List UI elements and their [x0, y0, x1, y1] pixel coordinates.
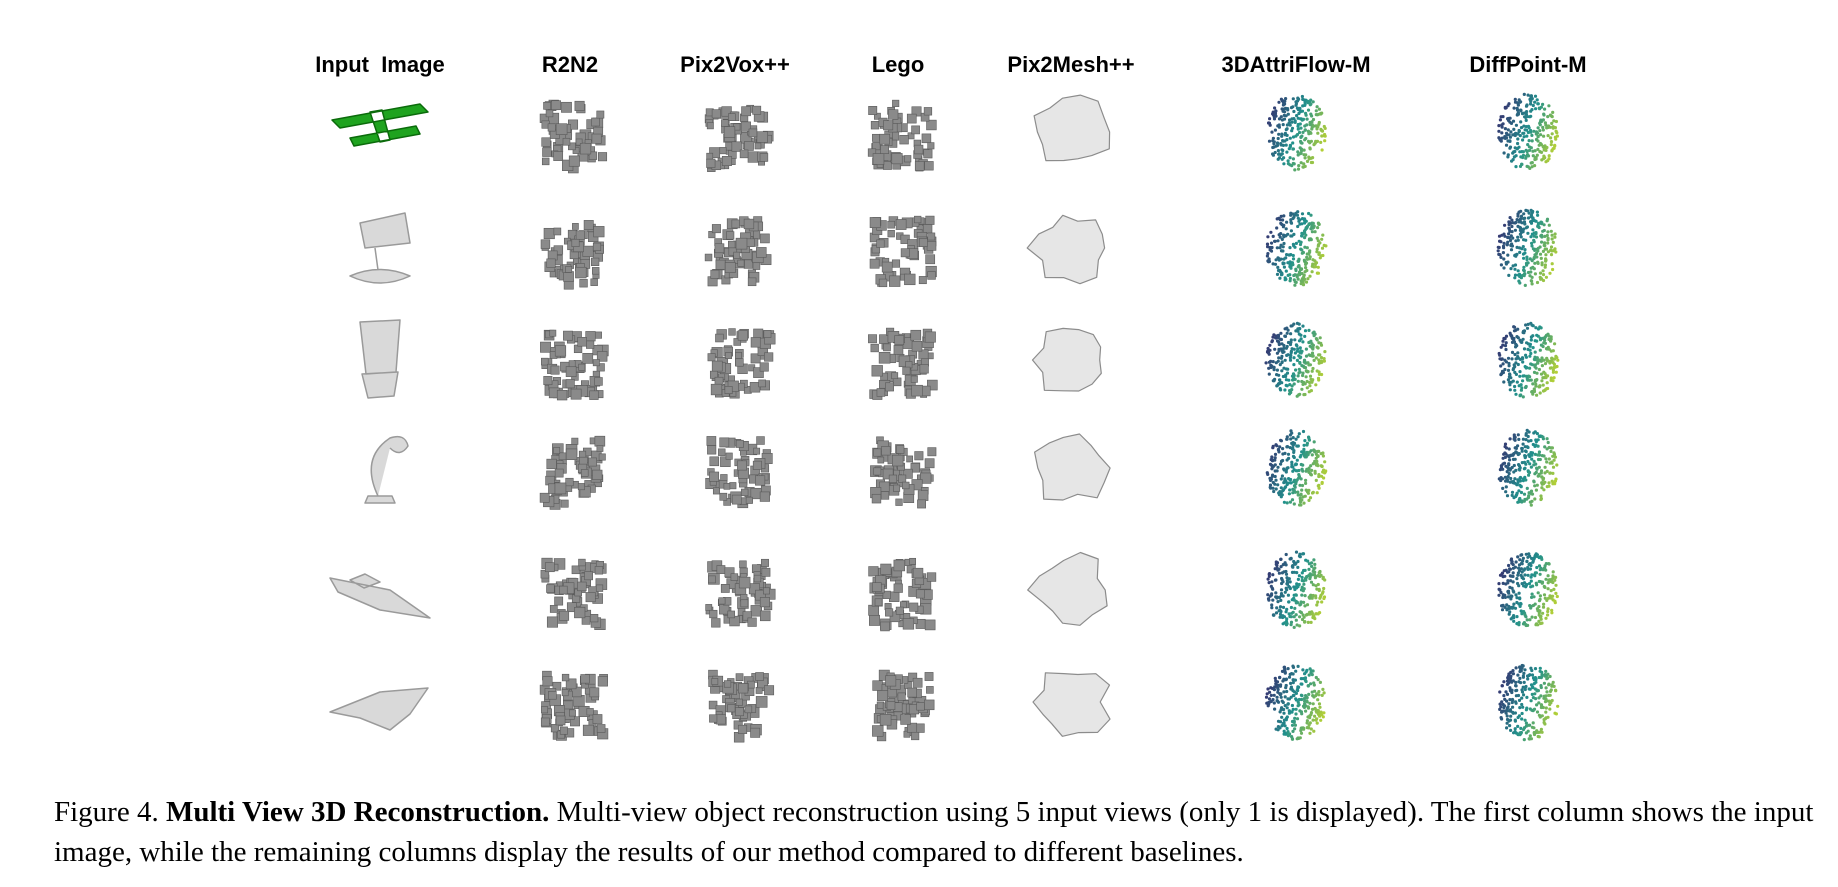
thumbnail-boat-pix2vox: [675, 540, 795, 640]
thumbnail-graphic: [707, 328, 776, 399]
thumbnail-graphic: [1027, 551, 1108, 626]
thumbnail-lamp-cone-pix2mesh: [1011, 198, 1131, 298]
thumbnail-graphic: [1498, 663, 1560, 742]
thumbnail-aircraft-diffpoint-m: [1468, 652, 1588, 752]
thumbnail-graphic: [1267, 94, 1327, 172]
figure-grid: Input Image R2N2 Pix2Vox++ Lego Pix2Mesh…: [315, 52, 1588, 752]
thumbnail-graphic: [1265, 210, 1328, 287]
thumbnail-graphic: [705, 436, 773, 509]
caption-title: Multi View 3D Reconstruction.: [165, 796, 550, 828]
thumbnail-graphic: [329, 573, 431, 619]
thumbnail-airplane-diffpoint-m: [1468, 82, 1588, 182]
thumbnail-desk-lamp-lego: [838, 418, 958, 518]
thumbnail-airplane-3dattriflow-m: [1236, 82, 1356, 182]
thumbnail-graphic: [540, 557, 608, 630]
thumbnail-airplane-lego: [838, 82, 958, 182]
thumbnail-graphic: [1034, 433, 1111, 501]
thumbnail-desk-lamp-3dattriflow-m: [1236, 418, 1356, 518]
thumbnail-airplane-input-image: [320, 82, 440, 182]
thumbnail-graphic: [1264, 321, 1327, 398]
thumbnail-aircraft-3dattriflow-m: [1236, 652, 1356, 752]
thumbnail-graphic: [872, 669, 935, 742]
column-header-r2n2: R2N2: [541, 52, 599, 77]
thumbnail-desk-lamp-diffpoint-m: [1468, 418, 1588, 518]
thumbnail-boat-lego: [838, 540, 958, 640]
thumbnail-graphic: [1033, 94, 1111, 162]
thumbnail-graphic: [1265, 429, 1328, 507]
caption-label: Figure 4.: [54, 796, 159, 828]
thumbnail-boat-r2n2: [510, 540, 630, 640]
thumbnail-airplane-pix2vox: [675, 82, 795, 182]
thumbnail-graphic: [540, 220, 605, 290]
thumbnail-graphic: [1032, 672, 1111, 737]
thumbnail-graphic: [1497, 321, 1560, 399]
thumbnail-graphic: [331, 103, 429, 147]
thumbnail-graphic: [539, 99, 608, 174]
thumbnail-aircraft-lego: [838, 652, 958, 752]
thumbnail-airplane-pix2mesh: [1011, 82, 1131, 182]
thumbnail-graphic: [868, 557, 937, 632]
thumbnail-desk-lamp-pix2vox: [675, 418, 795, 518]
thumbnail-chair-3dattriflow-m: [1236, 310, 1356, 410]
thumbnail-graphic: [349, 212, 411, 284]
thumbnail-graphic: [1026, 214, 1106, 285]
thumbnail-desk-lamp-r2n2: [510, 418, 630, 518]
thumbnail-boat-input-image: [320, 540, 440, 640]
thumbnail-boat-3dattriflow-m: [1236, 540, 1356, 640]
thumbnail-chair-input-image: [320, 310, 440, 410]
column-header-diffpoint: DiffPoint-M: [1469, 52, 1587, 77]
thumbnail-graphic: [867, 99, 937, 172]
thumbnail-graphic: [1497, 552, 1559, 628]
thumbnail-graphic: [704, 216, 772, 287]
thumbnail-lamp-cone-input-image: [320, 198, 440, 298]
thumbnail-graphic: [705, 558, 776, 628]
thumbnail-graphic: [708, 669, 775, 743]
thumbnail-graphic: [329, 687, 429, 731]
thumbnail-aircraft-pix2vox: [675, 652, 795, 752]
thumbnail-graphic: [870, 436, 937, 509]
thumbnail-desk-lamp-input-image: [320, 418, 440, 518]
column-header-pix2mesh: Pix2Mesh++: [1007, 52, 1135, 77]
thumbnail-graphic: [539, 435, 606, 510]
caption-text: Multi-view object reconstruction using 5…: [54, 796, 1814, 868]
thumbnail-airplane-r2n2: [510, 82, 630, 182]
thumbnail-graphic: [540, 329, 609, 401]
thumbnail-boat-pix2mesh: [1011, 540, 1131, 640]
thumbnail-chair-pix2mesh: [1011, 310, 1131, 410]
thumbnail-lamp-cone-r2n2: [510, 198, 630, 298]
column-header-lego: Lego: [871, 52, 925, 77]
thumbnail-aircraft-r2n2: [510, 652, 630, 752]
thumbnail-chair-lego: [838, 310, 958, 410]
thumbnail-graphic: [1266, 550, 1327, 629]
thumbnail-graphic: [539, 670, 609, 741]
thumbnail-lamp-cone-lego: [838, 198, 958, 298]
thumbnail-lamp-cone-3dattriflow-m: [1236, 198, 1356, 298]
thumbnail-chair-pix2vox: [675, 310, 795, 410]
thumbnail-graphic: [704, 104, 774, 172]
thumbnail-lamp-cone-diffpoint-m: [1468, 198, 1588, 298]
thumbnail-graphic: [364, 435, 409, 504]
thumbnail-boat-diffpoint-m: [1468, 540, 1588, 640]
column-header-input-image: Input Image: [315, 52, 445, 77]
thumbnail-desk-lamp-pix2mesh: [1011, 418, 1131, 518]
thumbnail-graphic: [359, 319, 401, 399]
thumbnail-lamp-cone-pix2vox: [675, 198, 795, 298]
column-header-pix2vox: Pix2Vox++: [680, 52, 790, 77]
thumbnail-graphic: [1496, 208, 1558, 287]
thumbnail-aircraft-input-image: [320, 652, 440, 752]
thumbnail-graphic: [1264, 664, 1326, 741]
thumbnail-graphic: [869, 215, 937, 288]
thumbnail-graphic: [1497, 92, 1559, 170]
thumbnail-chair-r2n2: [510, 310, 630, 410]
thumbnail-chair-diffpoint-m: [1468, 310, 1588, 410]
thumbnail-graphic: [1031, 327, 1102, 392]
thumbnail-graphic: [868, 327, 938, 400]
figure-caption: Figure 4. Multi View 3D Reconstruction. …: [54, 792, 1838, 872]
column-header-3dattriflow: 3DAttriFlow-M: [1221, 52, 1371, 77]
thumbnail-aircraft-pix2mesh: [1011, 652, 1131, 752]
thumbnail-graphic: [1497, 428, 1559, 507]
